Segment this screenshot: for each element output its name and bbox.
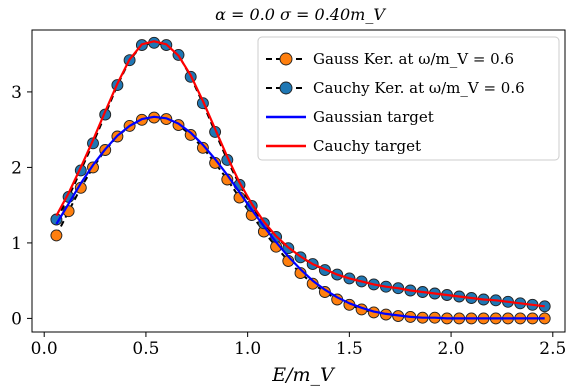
series-line-cauchy-target: [55, 40, 545, 308]
legend-label-cauchy-kernel: Cauchy Ker. at ω/m_V = 0.6: [313, 79, 525, 97]
y-tick-label: 2: [11, 158, 22, 178]
x-tick-label: 1.5: [336, 339, 363, 359]
gauss-kernel-point: [209, 156, 222, 169]
legend-swatch-marker: [279, 52, 293, 66]
legend-label-gauss-kernel: Gauss Ker. at ω/m_V = 0.6: [313, 50, 514, 68]
y-tick-label: 1: [11, 234, 22, 254]
legend: Gauss Ker. at ω/m_V = 0.6 Cauchy Ker. at …: [257, 36, 560, 161]
chart-title: α = 0.0 σ = 0.40m_V: [215, 5, 386, 24]
legend-swatch-marker: [279, 81, 293, 95]
gauss-kernel-point: [184, 128, 197, 141]
y-tick-label: 0: [11, 309, 22, 329]
axis-ticks: 0.0 0.5 1.0 1.5 2.0 2.5 0 1 2 3: [11, 83, 566, 359]
gauss-kernel-point: [196, 141, 209, 154]
series-line-gaussian-target: [55, 115, 545, 320]
x-tick-label: 1.0: [234, 339, 261, 359]
plot-area: [50, 36, 551, 325]
x-tick-label: 0.5: [132, 339, 159, 359]
plot-frame: [31, 29, 566, 333]
x-tick-label: 2.5: [539, 339, 566, 359]
y-tick-label: 3: [11, 83, 22, 103]
gauss-kernel-point: [50, 229, 63, 242]
x-axis-label: E/m_V: [271, 364, 336, 386]
legend-label-gaussian-target: Gaussian target: [313, 108, 434, 126]
x-tick-label: 2.0: [438, 339, 465, 359]
x-tick-label: 0.0: [31, 339, 58, 359]
legend-box: [257, 36, 560, 161]
legend-label-cauchy-target: Cauchy target: [313, 137, 421, 155]
